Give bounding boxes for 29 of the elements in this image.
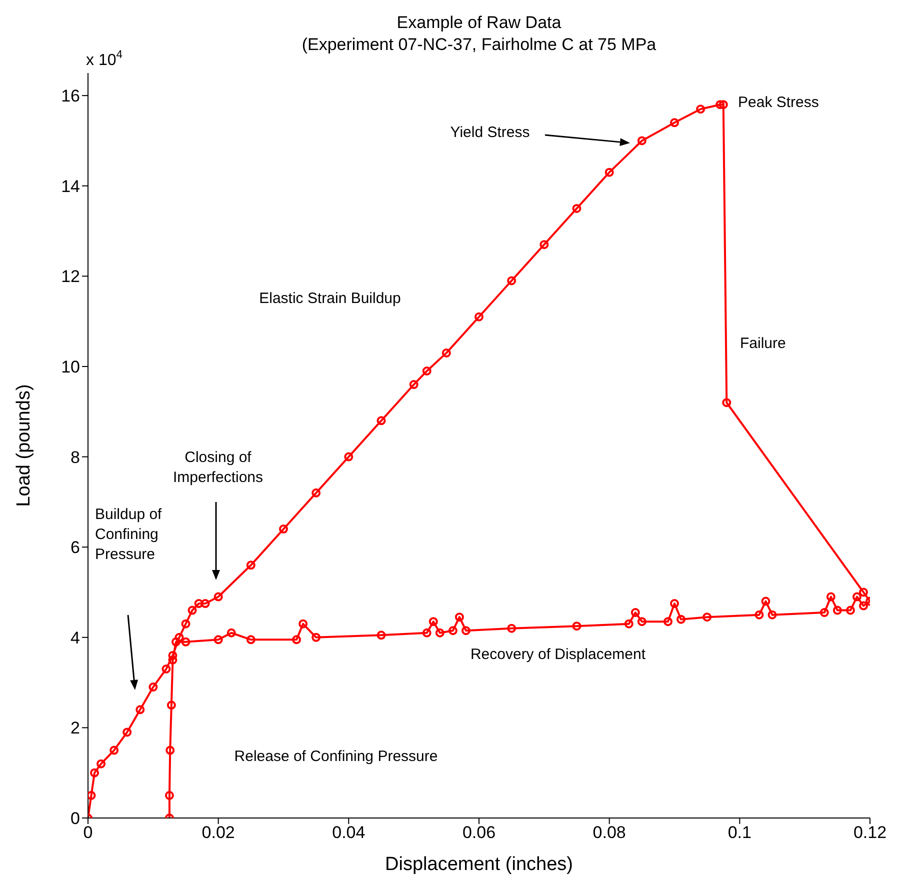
y-tick-label: 6 <box>70 538 80 558</box>
annotation: Elastic Strain Buildup <box>259 290 401 307</box>
annotation: Closing of Imperfections <box>172 448 264 486</box>
y-tick-label: 0 <box>70 809 80 828</box>
y-axis-title: Load (pounds) <box>14 384 35 507</box>
y-tick-label: 14 <box>61 176 80 196</box>
x-tick-label: 0.06 <box>462 823 496 842</box>
y-tick-label: 12 <box>61 267 80 286</box>
chart-subtitle: (Experiment 07-NC-37, Fairholme C at 75 MPa <box>302 35 657 54</box>
x-tick-label: 0.02 <box>202 823 235 842</box>
y-tick-label: 8 <box>70 448 80 467</box>
annotation: Release of Confining Pressure <box>234 748 438 765</box>
annotation: Buildup of Confining Pressure <box>95 506 163 563</box>
y-tick-label: 16 <box>61 86 80 106</box>
x-tick-label: 0.1 <box>728 823 752 842</box>
annotation: Peak Stress <box>738 94 819 111</box>
y-tick-label: 10 <box>61 358 80 377</box>
x-tick-label: 0.04 <box>332 823 366 842</box>
text: x 10$^{4}$ <box>86 48 122 70</box>
x-axis-title: Displacement (inches) <box>385 854 573 875</box>
x-tick-label: 0.08 <box>592 823 626 842</box>
x-tick-label: 0 <box>83 823 93 842</box>
x-tick-label: 0.12 <box>853 823 887 842</box>
annotation: Failure <box>740 334 786 352</box>
y-tick-label: 2 <box>70 718 80 738</box>
y-tick-label: 4 <box>70 628 80 648</box>
chart-title: Example of Raw Data <box>396 13 562 32</box>
annotation: Yield Stress <box>450 124 530 141</box>
annotation: Recovery of Displacement <box>470 646 646 663</box>
